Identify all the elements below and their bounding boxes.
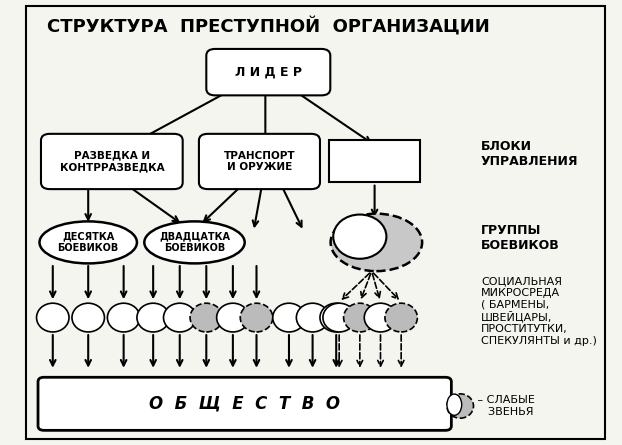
Ellipse shape [240,303,272,332]
Text: ДВАДЦАТКА
БОЕВИКОВ: ДВАДЦАТКА БОЕВИКОВ [159,231,230,253]
Ellipse shape [385,303,417,332]
Text: О  Б  Щ  Е  С  Т  В  О: О Б Щ Е С Т В О [149,395,340,413]
Text: ГРУППЫ
БОЕВИКОВ: ГРУППЫ БОЕВИКОВ [481,224,560,252]
Ellipse shape [296,303,329,332]
FancyBboxPatch shape [207,49,330,95]
Text: СОЦИАЛЬНАЯ
МИКРОСРЕДА
( БАРМЕНЫ,
ШВЕЙЦАРЫ,
ПРОСТИТУТКИ,
СПЕКУЛЯНТЫ и др.): СОЦИАЛЬНАЯ МИКРОСРЕДА ( БАРМЕНЫ, ШВЕЙЦАР… [481,276,596,346]
Ellipse shape [331,214,422,271]
Ellipse shape [137,303,169,332]
Text: СТРУКТУРА  ПРЕСТУПНОЙ  ОРГАНИЗАЦИИ: СТРУКТУРА ПРЕСТУПНОЙ ОРГАНИЗАЦИИ [47,16,490,35]
Ellipse shape [320,303,353,332]
Ellipse shape [190,303,223,332]
Ellipse shape [216,303,249,332]
Text: БЛОКИ
УПРАВЛЕНИЯ: БЛОКИ УПРАВЛЕНИЯ [481,140,578,168]
Text: ДЕСЯТКА
БОЕВИКОВ: ДЕСЯТКА БОЕВИКОВ [58,231,119,253]
Ellipse shape [39,222,137,263]
FancyBboxPatch shape [38,377,452,430]
Text: ТРАНСПОРТ
И ОРУЖИЕ: ТРАНСПОРТ И ОРУЖИЕ [224,151,295,172]
Ellipse shape [323,303,355,332]
FancyBboxPatch shape [329,141,420,182]
Ellipse shape [272,303,305,332]
Ellipse shape [144,222,244,263]
FancyBboxPatch shape [41,134,183,189]
Ellipse shape [343,303,376,332]
Ellipse shape [447,394,462,415]
FancyBboxPatch shape [199,134,320,189]
Ellipse shape [447,394,473,418]
Ellipse shape [333,214,386,259]
Text: – СЛАБЫЕ
    ЗВЕНЬЯ: – СЛАБЫЕ ЗВЕНЬЯ [474,395,535,417]
Ellipse shape [37,303,69,332]
Ellipse shape [364,303,397,332]
Ellipse shape [72,303,104,332]
Text: РАЗВЕДКА И
КОНТРРАЗВЕДКА: РАЗВЕДКА И КОНТРРАЗВЕДКА [60,151,164,172]
Ellipse shape [164,303,196,332]
Ellipse shape [108,303,140,332]
Text: Л И Д Е Р: Л И Д Е Р [235,66,302,79]
